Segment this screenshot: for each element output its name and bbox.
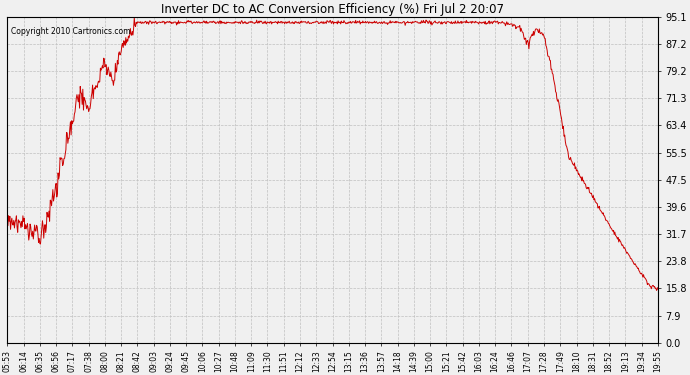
Text: Copyright 2010 Cartronics.com: Copyright 2010 Cartronics.com — [10, 27, 130, 36]
Title: Inverter DC to AC Conversion Efficiency (%) Fri Jul 2 20:07: Inverter DC to AC Conversion Efficiency … — [161, 3, 504, 16]
